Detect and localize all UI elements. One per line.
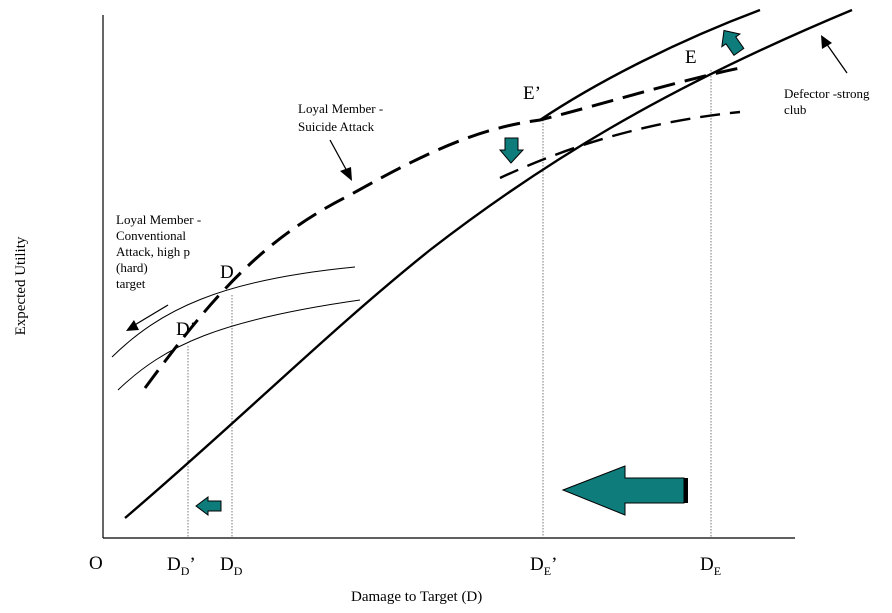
small-left-arrow [195,496,222,516]
svg-text:Loyal Member -: Loyal Member - [116,212,201,227]
conventional-curve-lower [117,299,361,391]
svg-text:Defector -strong: Defector -strong [784,86,870,101]
pointer-suicide [329,139,352,181]
svg-text:target: target [116,276,146,291]
annotation-conventional: Loyal Member - Conventional Attack, high… [116,212,201,291]
tick-de: DE [700,554,721,578]
point-e: E [685,47,697,68]
svg-text:Attack, high p: Attack, high p [116,244,190,259]
defector-upper-branch [539,8,761,121]
point-d-prime: D’ [176,319,196,340]
tick-dd-prime: DD’ [167,554,196,578]
defector-curve [124,8,853,519]
large-left-arrow [561,465,685,516]
x-axis-label: Damage to Target (D) [351,589,482,605]
suicide-lower-branch [499,110,741,180]
annotation-defector: Defector -strong club [784,86,870,117]
svg-text:(hard): (hard) [116,260,148,275]
point-e-prime: E’ [523,83,541,104]
up-arrow [721,29,745,56]
point-d: D [220,262,234,283]
large-left-arrow-shadow [684,478,688,503]
svg-text:Suicide Attack: Suicide Attack [298,119,375,134]
conventional-curve-upper [111,266,356,358]
svg-text:Conventional: Conventional [116,228,186,243]
svg-text:Loyal Member -: Loyal Member - [298,101,383,116]
svg-text:club: club [784,102,806,117]
tick-de-prime: DE’ [530,554,557,578]
tick-dd: DD [220,554,243,578]
annotation-suicide: Loyal Member - Suicide Attack [298,101,383,134]
pointer-defector [821,35,848,74]
origin-label: O [89,553,103,574]
suicide-attack-curve [143,65,746,389]
pointer-conventional [126,304,169,331]
down-arrow [498,137,525,164]
y-axis-label: Expected Utility [13,236,29,335]
